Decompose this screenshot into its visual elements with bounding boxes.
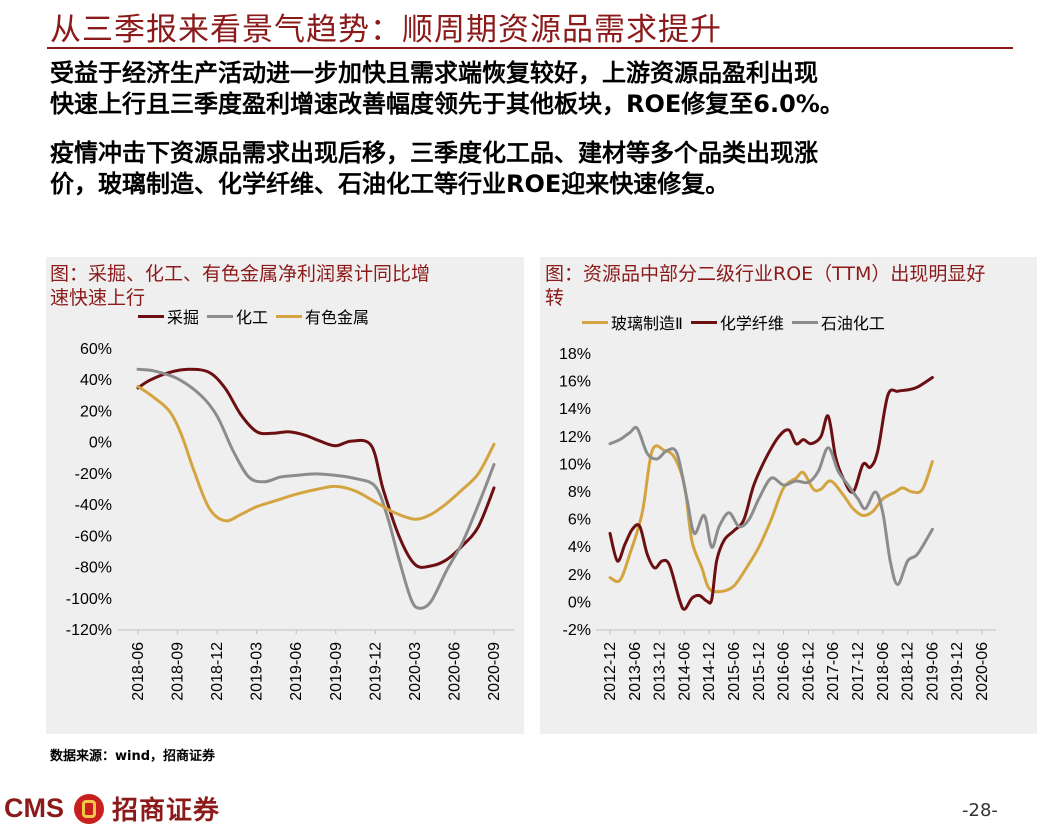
chart-panel-roe [540,257,1037,734]
x-tick-label: 2020-03 [407,642,424,701]
x-tick-label: 2017-12 [850,642,867,701]
series-line [136,367,496,569]
series-line [608,425,934,586]
x-tick-label: 2019-12 [949,642,966,701]
y-tick-label: -20% [75,466,112,483]
title-divider [47,47,1013,49]
y-tick-label: 20% [80,403,112,420]
chart-svg-roe: 18% 16% 14% 12% 10% 8% 6% 4% 2% 0% -2% 2012-12 2013-… [559,346,996,701]
y-tick-label: -100% [66,591,112,608]
y-tick-label: 18% [559,346,591,363]
chart-title-line: 转 [545,287,565,309]
logo-seal-icon [74,793,104,824]
legend-label: 化工 [236,308,269,327]
x-tick-label: 2019-06 [924,642,941,701]
legend-item-glass: 玻璃制造Ⅱ [582,310,683,334]
data-source: 数据来源：wind，招商证券 [50,749,216,764]
y-tick-label: 6% [568,512,591,529]
legend-item-chemical: 化工 [207,304,268,328]
x-tick-label: 2020-06 [974,642,991,701]
paragraph-1-line: 受益于经济生产活动进一步加快且需求端恢复较好，上游资源品盈利出现 [50,59,818,87]
y-tick-label: 12% [559,429,591,446]
chart-title-line: 图：资源品中部分二级行业ROE（TTM）出现明显好 [545,263,986,285]
chart-title-roe: 图：资源品中部分二级行业ROE（TTM）出现明显好 转 [545,262,985,310]
x-tick-label: 2018-12 [209,642,226,701]
legend-swatch [690,320,717,324]
chart-legend-roe: 玻璃制造Ⅱ 化学纤维 石油化工 [582,310,893,334]
paragraph-2-line: 疫情冲击下资源品需求出现后移，三季度化工品、建材等多个品类出现涨 [50,139,818,167]
x-tick-label: 2014-12 [701,642,718,701]
y-tick-label: 8% [568,484,591,501]
x-tick-label: 2015-06 [726,642,743,701]
legend-swatch [791,320,818,324]
paragraph-2: 疫情冲击下资源品需求出现后移，三季度化工品、建材等多个品类出现涨 价，玻璃制造、… [50,138,818,200]
chart-title-line: 图：采掘、化工、有色金属净利润累计同比增 [50,263,431,285]
y-tick-label: 4% [568,539,591,556]
y-tick-label: -60% [75,528,112,545]
chart-svg-profit-growth: 60% 40% 20% 0% -20% -40% -60% -80% -100% -120% 201… [66,341,514,701]
y-tick-label: -40% [75,497,112,514]
chart-title-line: 速快速上行 [50,287,146,309]
y-tick-label: 60% [80,341,112,358]
legend-label: 玻璃制造Ⅱ [611,314,683,333]
y-tick-label: 14% [559,401,591,418]
x-tick-label: 2017-06 [825,642,842,701]
legend-swatch [207,314,234,318]
legend-label: 采掘 [167,308,200,327]
x-tick-label: 2015-12 [751,642,768,701]
y-tick-label: -80% [75,560,112,577]
y-tick-label: 10% [559,456,591,473]
legend-label: 化学纤维 [719,314,784,333]
legend-label: 有色金属 [305,308,370,327]
page-title: 从三季报来看景气趋势：顺周期资源品需求提升 [50,12,722,48]
x-tick-label: 2018-06 [130,642,147,701]
legend-label: 石油化工 [820,314,885,333]
x-tick-label: 2018-09 [170,642,187,701]
y-tick-label: -2% [563,622,591,639]
legend-item-petrochem: 石油化工 [791,310,885,334]
chart-legend-profit-growth: 采掘 化工 有色金属 [138,304,377,328]
x-tick-label: 2019-09 [328,642,345,701]
paragraph-2-line: 价，玻璃制造、化学纤维、石油化工等行业ROE迎来快速修复。 [50,170,730,198]
x-tick-label: 2020-06 [446,642,463,701]
logo-cn-text: 招商证券 [112,796,221,826]
y-tick-label: 0% [89,435,112,452]
x-tick-label: 2019-06 [288,642,305,701]
x-tick-label: 2016-06 [776,642,793,701]
x-tick-label: 2013-12 [652,642,669,701]
x-tick-label: 2013-06 [627,642,644,701]
x-tick-label: 2018-06 [875,642,892,701]
paragraph-1: 受益于经济生产活动进一步加快且需求端恢复较好，上游资源品盈利出现 快速上行且三季… [50,58,844,120]
brand-logo: CMS 招商证券 [4,790,220,827]
series-line [608,376,934,611]
y-tick-label: -120% [66,622,112,639]
paragraph-1-line: 快速上行且三季度盈利增速改善幅度领先于其他板块，ROE修复至6.0%。 [50,90,844,118]
y-tick-label: 0% [568,594,591,611]
y-tick-label: 2% [568,567,591,584]
chart-panel-profit-growth [46,257,524,734]
series-line [136,367,496,610]
x-tick-label: 2012-12 [602,642,619,701]
page-number: -28- [962,800,998,821]
legend-item-nonferrous: 有色金属 [276,304,369,328]
x-tick-label: 2019-12 [367,642,384,701]
logo-text: CMS [4,793,64,823]
legend-swatch [582,320,608,324]
x-tick-label: 2018-12 [900,642,917,701]
x-tick-label: 2019-03 [249,642,266,701]
legend-item-mining: 采掘 [138,304,199,328]
x-tick-label: 2014-06 [676,642,693,701]
legend-item-fiber: 化学纤维 [690,310,784,334]
chart-title-profit-growth: 图：采掘、化工、有色金属净利润累计同比增 速快速上行 [50,262,430,310]
series-line [136,385,496,523]
y-tick-label: 40% [80,372,112,389]
legend-swatch [138,314,164,318]
legend-swatch [276,314,303,318]
x-tick-label: 2016-12 [800,642,817,701]
x-tick-label: 2020-09 [486,642,503,701]
y-tick-label: 16% [559,374,591,391]
